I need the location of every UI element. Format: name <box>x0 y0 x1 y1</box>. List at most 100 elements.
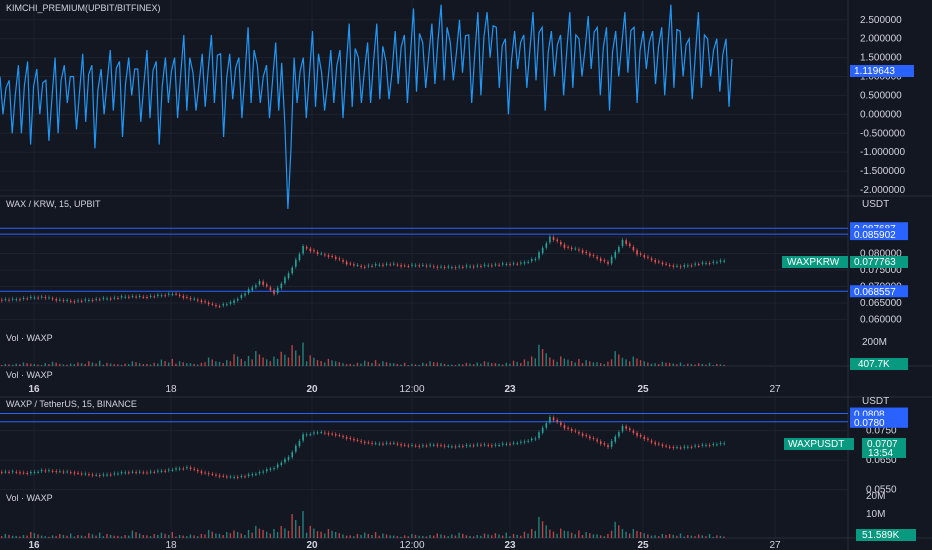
time-axis-top[interactable]: 16 18 20 12:00 23 25 27 <box>28 384 781 395</box>
volume-bar <box>418 535 420 538</box>
volume-bar <box>469 535 471 538</box>
volume-bar <box>255 351 257 366</box>
candle <box>117 473 119 475</box>
candle <box>414 445 417 447</box>
volume-bar <box>679 533 682 538</box>
volume-bar <box>585 360 587 366</box>
candle <box>360 265 362 267</box>
time-axis-bottom[interactable]: 16 18 20 12:00 23 25 27 <box>28 540 781 550</box>
volume-bar <box>215 533 217 538</box>
candle <box>164 470 166 472</box>
volume-bar <box>146 535 148 538</box>
candle <box>498 264 500 266</box>
candle <box>69 472 72 474</box>
time-tick-4: 23 <box>504 384 516 395</box>
volume-bar <box>102 536 105 538</box>
candle <box>432 444 435 446</box>
volume-bar <box>189 363 192 366</box>
volume-bar <box>687 535 689 538</box>
volume-bar <box>661 361 664 366</box>
price-axis-kimchi[interactable]: 2.500000 2.000000 1.500000 1.000000 0.500000… <box>860 15 905 196</box>
candle <box>80 473 83 475</box>
volume-bar <box>665 534 667 538</box>
candle <box>360 440 362 442</box>
volume-bar <box>338 533 340 538</box>
volume-bar <box>599 535 602 538</box>
volume-bar <box>204 362 206 366</box>
volume-bar <box>578 358 580 366</box>
volume-bar <box>262 529 264 538</box>
volume-bar <box>211 531 213 538</box>
candle <box>178 468 181 470</box>
volume-bar <box>69 363 72 366</box>
candle <box>658 443 660 445</box>
time-tick-2: 20 <box>306 384 318 395</box>
candle <box>581 250 584 253</box>
candle <box>244 293 246 296</box>
volume-bar <box>19 364 21 366</box>
volume-bar <box>462 533 464 538</box>
candle <box>218 306 221 308</box>
candle <box>73 472 76 474</box>
candle <box>40 470 43 472</box>
candle <box>153 296 156 298</box>
volume-bar <box>570 361 573 366</box>
volume-bar <box>265 359 268 366</box>
volume-bars-2 <box>1 511 725 538</box>
candle <box>618 432 620 437</box>
candle <box>302 434 304 441</box>
candle <box>436 266 439 268</box>
candle <box>349 438 352 439</box>
volume-bar <box>178 535 181 538</box>
candle <box>690 265 693 267</box>
volume-bar <box>458 532 460 538</box>
candle <box>650 258 653 261</box>
volume-bar <box>342 363 344 366</box>
candle <box>251 287 254 291</box>
volume-bar <box>324 533 326 538</box>
volume-bar <box>628 361 631 366</box>
volume-bar <box>197 364 199 366</box>
volume-bar <box>632 356 635 366</box>
candle <box>327 433 330 435</box>
candle <box>131 471 134 473</box>
volume-bar <box>614 521 616 538</box>
volume-bar <box>560 528 562 538</box>
candle <box>697 445 700 447</box>
candle <box>160 470 163 472</box>
price-axis-waxpusdt[interactable]: 0.0750 0.0650 0.0550 <box>866 426 897 496</box>
candle <box>334 256 337 259</box>
price-tick-1: 0.080000 <box>860 249 902 260</box>
volume-bar <box>4 533 7 538</box>
candle <box>458 445 460 447</box>
volume-bar <box>189 534 192 538</box>
volume-bar <box>556 361 558 366</box>
volume-bar <box>48 364 50 366</box>
candle <box>280 462 283 465</box>
candle <box>509 443 511 445</box>
pane-title-kimchi: KIMCHI_PREMIUM(UPBIT/BITFINEX) <box>6 3 161 13</box>
volume-bar <box>393 535 395 538</box>
candle <box>215 305 217 307</box>
volume-bar <box>59 533 61 538</box>
volume-bar <box>153 362 155 366</box>
candle <box>11 471 14 473</box>
candle <box>501 263 504 265</box>
candle <box>578 432 580 434</box>
volume-bar <box>305 532 308 538</box>
price-tick-3: 1.000000 <box>860 72 902 83</box>
volume-bar <box>345 364 348 366</box>
volume-bar <box>367 361 370 366</box>
candle <box>62 300 65 302</box>
volume-bar <box>69 533 72 538</box>
volume-bar <box>382 361 384 366</box>
volume-bar <box>367 533 370 538</box>
candle <box>262 471 264 473</box>
volume-bar <box>563 358 566 366</box>
candle <box>487 265 490 267</box>
candle <box>40 296 43 298</box>
volume-bar <box>400 364 402 366</box>
